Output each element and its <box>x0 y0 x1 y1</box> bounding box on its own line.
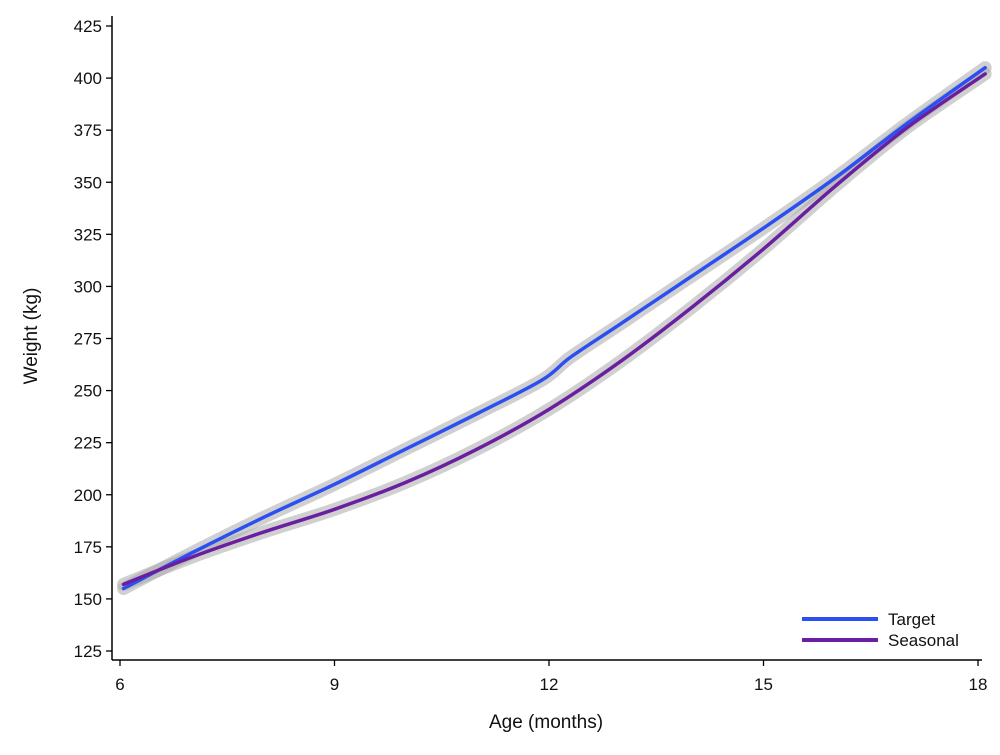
y-tick-label: 300 <box>74 277 102 296</box>
series-line-target <box>121 65 987 591</box>
x-axis-label: Age (months) <box>489 712 603 733</box>
y-tick-label: 200 <box>74 486 102 505</box>
y-tick-label: 375 <box>74 121 102 140</box>
y-tick-label: 175 <box>74 538 102 557</box>
y-tick-label: 325 <box>74 225 102 244</box>
y-tick-label: 425 <box>74 17 102 36</box>
y-tick-label: 275 <box>74 330 102 349</box>
y-tick-label: 400 <box>74 69 102 88</box>
legend-label-target: Target <box>888 610 936 629</box>
x-tick-label: 18 <box>969 675 988 694</box>
y-tick-label: 150 <box>74 590 102 609</box>
y-tick-label: 225 <box>74 434 102 453</box>
y-tick-label: 125 <box>74 642 102 661</box>
x-tick-label: 12 <box>540 675 559 694</box>
legend-label-seasonal: Seasonal <box>888 631 959 650</box>
series-line-seasonal <box>121 72 987 587</box>
x-tick-label: 15 <box>754 675 773 694</box>
confidence-band-seasonal <box>117 67 992 591</box>
y-tick-label: 350 <box>74 173 102 192</box>
y-axis-label: Weight (kg) <box>21 288 42 385</box>
confidence-band-target <box>117 61 992 595</box>
y-tick-label: 250 <box>74 382 102 401</box>
x-tick-label: 6 <box>115 675 124 694</box>
x-tick-label: 9 <box>330 675 339 694</box>
